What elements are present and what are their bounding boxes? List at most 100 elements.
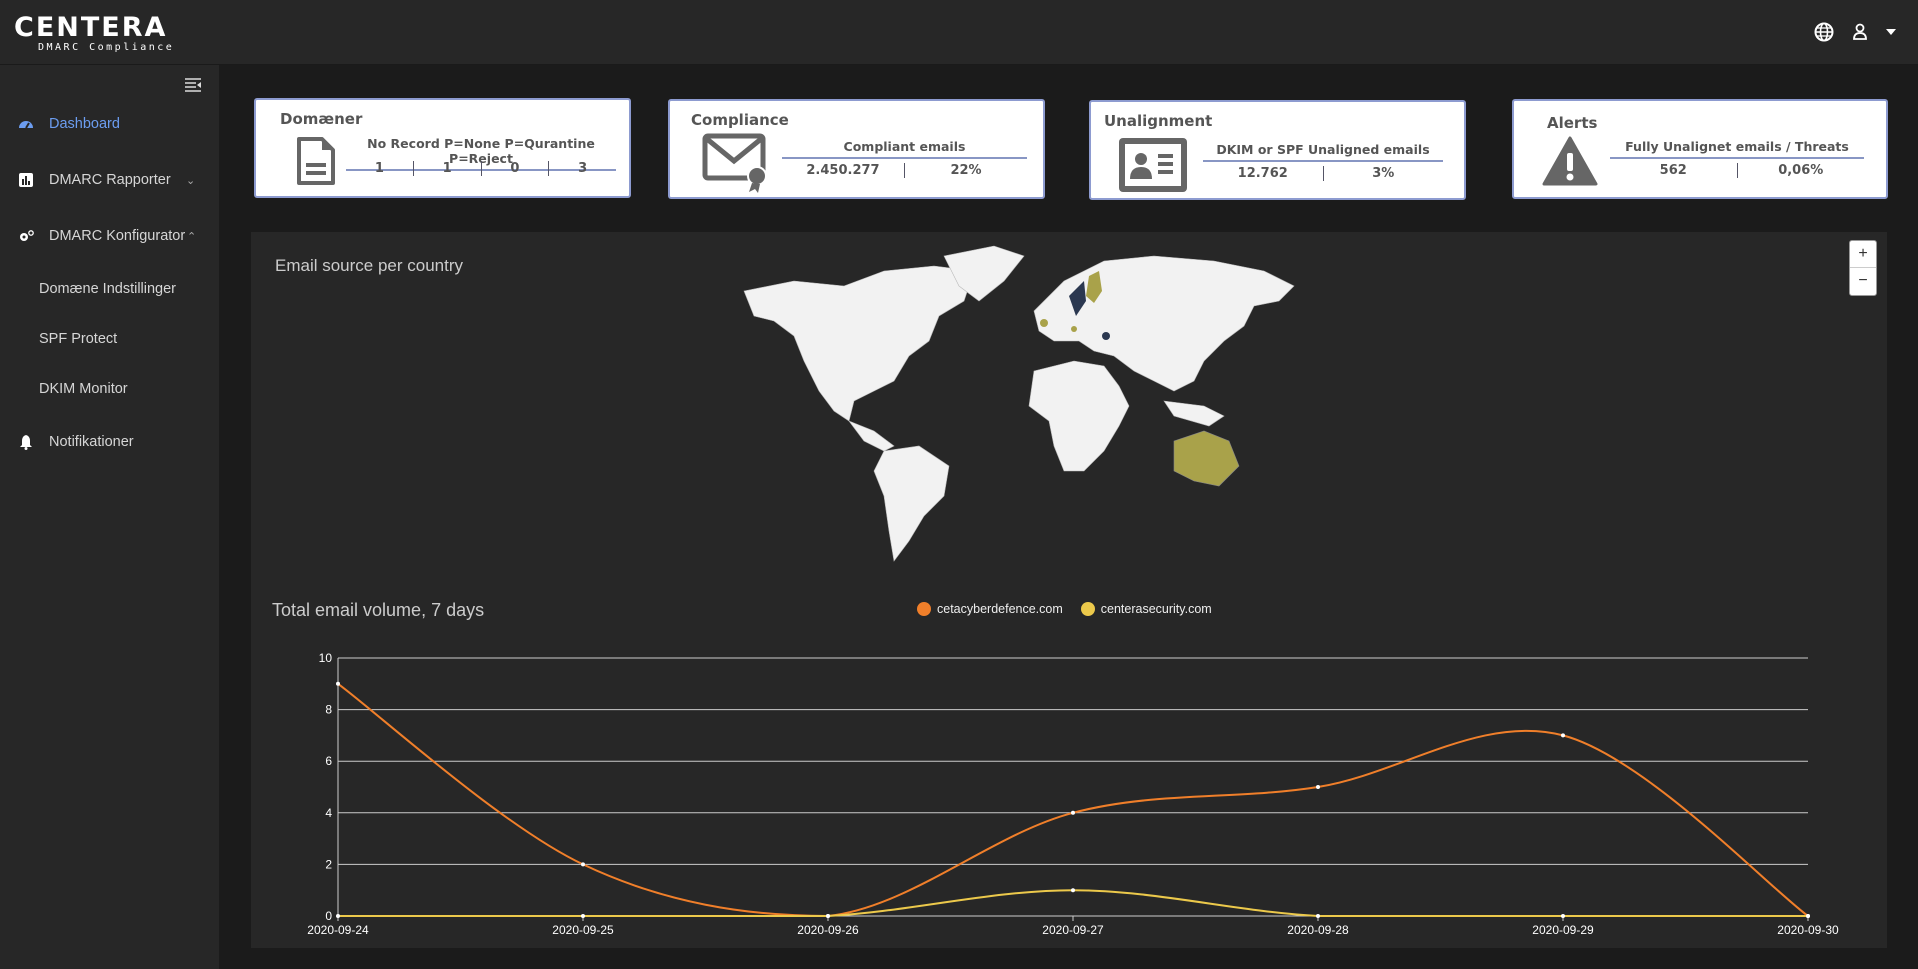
data-point-centerasecurity.com	[1071, 888, 1075, 893]
sidebar-item-dkim-monitor[interactable]: DKIM Monitor	[0, 380, 219, 398]
data-point-centerasecurity.com	[826, 914, 830, 918]
x-tick-label: 2020-09-30	[1777, 923, 1839, 937]
alerts-card[interactable]: Alerts Fully Unalignet emails / Threats …	[1512, 99, 1888, 199]
data-point-cetacyberdefence.com	[1316, 785, 1320, 789]
map-zoom-controls: + −	[1849, 240, 1877, 296]
sidebar-item-domaene-indstillinger[interactable]: Domæne Indstillinger	[0, 280, 219, 298]
certified-mail-icon	[702, 133, 767, 193]
data-point-cetacyberdefence.com	[1561, 733, 1565, 738]
compliant-emails-count: 2.450.277	[782, 163, 905, 178]
sidebar-item-label: DMARC Konfigurator	[49, 228, 186, 244]
gears-icon	[20, 230, 34, 241]
dashboard-icon	[19, 121, 33, 129]
map-africa[interactable]	[1028, 360, 1130, 472]
y-tick-label: 10	[319, 651, 333, 665]
x-tick-label: 2020-09-27	[1042, 923, 1104, 937]
card-header: DKIM or SPF Unaligned emails	[1203, 142, 1443, 162]
sidebar-item-notifikationer[interactable]: Notifikationer	[0, 433, 219, 451]
card-title: Unalignment	[1104, 112, 1213, 130]
y-tick-label: 0	[325, 909, 332, 923]
y-tick-label: 2	[325, 857, 332, 871]
compliance-values: 2.450.277 22%	[782, 163, 1027, 178]
map-southeast-asia[interactable]	[1163, 400, 1225, 427]
map-north-america[interactable]	[743, 265, 975, 422]
x-tick-label: 2020-09-26	[797, 923, 859, 937]
legend-label-centerasecurity[interactable]: centerasecurity.com	[1100, 602, 1212, 616]
domains-card[interactable]: Domæner No Record P=None P=Qurantine P=R…	[254, 98, 631, 198]
sidebar-item-spf-protect[interactable]: SPF Protect	[0, 330, 219, 348]
x-tick-label: 2020-09-29	[1532, 923, 1594, 937]
x-tick-label: 2020-09-28	[1287, 923, 1349, 937]
sidebar-item-label: DMARC Rapporter	[49, 172, 171, 188]
data-point-cetacyberdefence.com	[336, 681, 340, 686]
map-greenland[interactable]	[943, 245, 1025, 302]
series-line-cetacyberdefence.com	[337, 682, 1809, 918]
card-title: Alerts	[1547, 114, 1598, 132]
unaligned-emails-percent: 3%	[1372, 166, 1395, 181]
map-highlight-ukraine[interactable]	[1102, 332, 1110, 340]
sidebar-item-label: SPF Protect	[39, 331, 118, 347]
sidebar-item-label: Notifikationer	[49, 434, 134, 450]
map-central-america[interactable]	[848, 420, 895, 452]
data-point-cetacyberdefence.com	[581, 862, 585, 867]
sidebar-item-label: DKIM Monitor	[39, 381, 128, 397]
no-record-count: 1	[346, 161, 414, 176]
chart-title: Total email volume, 7 days	[272, 600, 485, 620]
sidebar-item-dmarc-rapporter[interactable]: DMARC Rapporter ⌄	[0, 171, 219, 189]
logo[interactable]: CENTERA DMARC Compliance	[14, 14, 174, 54]
domain-values: 1 1 0 3	[346, 161, 616, 176]
sidebar-item-label: Dashboard	[49, 116, 120, 132]
map-scandinavia[interactable]	[1069, 281, 1086, 316]
caret-down-icon[interactable]	[1886, 28, 1896, 36]
threats-percent: 0,06%	[1778, 163, 1824, 178]
zoom-in-button[interactable]: +	[1850, 241, 1876, 268]
collapse-sidebar-icon[interactable]	[184, 77, 202, 93]
world-map[interactable]	[734, 241, 1407, 566]
data-point-centerasecurity.com	[581, 914, 585, 918]
legend-dot-cetacyberdefence	[917, 602, 931, 616]
id-card-icon	[1119, 138, 1187, 192]
map-australia[interactable]	[1173, 430, 1240, 487]
map-title: Email source per country	[275, 256, 464, 275]
user-icon[interactable]	[1852, 23, 1868, 41]
card-header: Fully Unalignet emails / Threats	[1610, 139, 1864, 159]
unalignment-values: 12.762 3%	[1203, 166, 1443, 181]
unalignment-card[interactable]: Unalignment DKIM or SPF Unaligned emails…	[1089, 100, 1466, 200]
card-title: Compliance	[691, 111, 789, 129]
document-icon	[297, 137, 335, 185]
p-quarantine-count: 0	[482, 161, 550, 176]
sidebar: Dashboard DMARC Rapporter ⌄ DMARC Konfig…	[0, 65, 219, 969]
chevron-up-icon: ⌃	[187, 230, 197, 243]
logo-name: CENTERA	[14, 12, 168, 43]
warning-icon	[1542, 136, 1598, 186]
unaligned-emails-count: 12.762	[1203, 166, 1324, 181]
map-highlight-uk[interactable]	[1040, 319, 1048, 327]
card-title: Domæner	[280, 110, 363, 128]
legend-label-cetacyberdefence[interactable]: cetacyberdefence.com	[937, 602, 1063, 616]
compliant-emails-percent: 22%	[950, 163, 982, 178]
sidebar-item-dashboard[interactable]: Dashboard	[0, 115, 219, 133]
zoom-out-button[interactable]: −	[1858, 272, 1868, 289]
top-header: CENTERA DMARC Compliance	[0, 0, 1918, 65]
data-point-cetacyberdefence.com	[1071, 810, 1075, 815]
alerts-values: 562 0,06%	[1610, 163, 1864, 178]
series-line-centerasecurity.com	[338, 889, 1808, 917]
bar-chart-icon	[19, 173, 33, 187]
threats-count: 562	[1610, 163, 1738, 178]
map-highlight-germany[interactable]	[1071, 326, 1077, 332]
sidebar-item-dmarc-konfigurator[interactable]: DMARC Konfigurator ⌃	[0, 227, 219, 245]
bell-icon	[20, 435, 32, 450]
data-point-centerasecurity.com	[336, 914, 340, 918]
map-south-america[interactable]	[873, 445, 950, 562]
sidebar-item-label: Domæne Indstillinger	[39, 281, 177, 297]
compliance-card[interactable]: Compliance Compliant emails 2.450.277 22…	[668, 99, 1045, 199]
email-volume-chart: 0 2 4 6 8 10 2020-09-24 2020-09-25 2020-09-26 202…	[307, 651, 1839, 937]
p-none-count: 1	[414, 161, 482, 176]
globe-icon[interactable]	[1814, 22, 1834, 42]
chart-legend: cetacyberdefence.com centerasecurity.com	[917, 602, 1212, 616]
x-tick-label: 2020-09-25	[552, 923, 614, 937]
y-tick-label: 4	[325, 806, 332, 820]
dashboard-panel: Email source per country + − Total email…	[251, 232, 1887, 948]
map-finland[interactable]	[1086, 271, 1102, 303]
legend-dot-centerasecurity	[1080, 602, 1095, 616]
